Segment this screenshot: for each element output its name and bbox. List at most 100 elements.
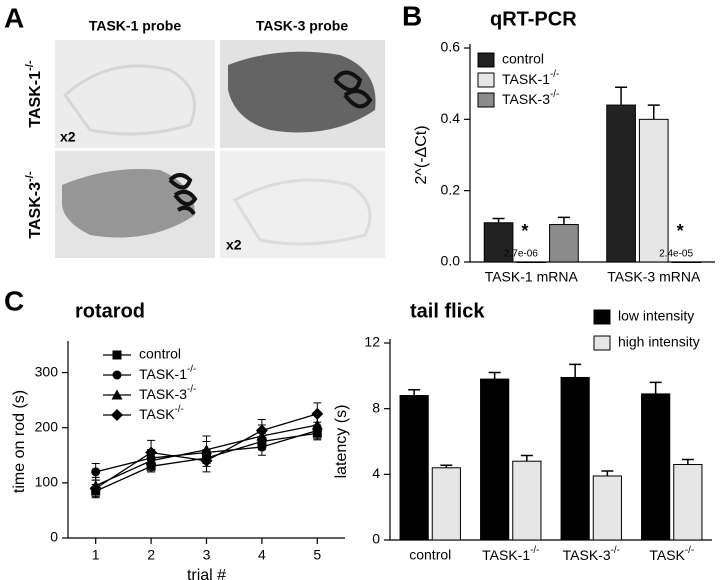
row-label: TASK-3-/-: [24, 171, 44, 238]
panel-label: B: [402, 0, 422, 31]
error-bar: [569, 363, 582, 378]
section-stain: [333, 70, 373, 109]
error-bar: [649, 381, 662, 394]
x-tick-label: 1: [92, 547, 100, 563]
panel-label: A: [4, 2, 24, 33]
legend-label: TASK-1-/-: [139, 364, 196, 382]
marker: [91, 467, 101, 477]
y-tick-label: 200: [35, 418, 59, 434]
legend-swatch: [477, 72, 495, 88]
section-outline: [232, 178, 372, 246]
legend-label: TASK-1-/-: [502, 69, 559, 87]
x-tick-label: 4: [258, 547, 266, 563]
x-tick-label: 5: [313, 547, 321, 563]
bar: [673, 463, 703, 541]
y-tick-label: 300: [35, 363, 59, 379]
column-header: TASK-1 probe: [89, 18, 182, 34]
bar: [399, 395, 429, 541]
error-bar: [492, 217, 505, 223]
error-bar: [488, 371, 501, 380]
significance-label: *: [521, 221, 528, 241]
error-bar: [647, 104, 660, 120]
y-tick-label: 0.0: [441, 253, 461, 269]
y-tick-label: 100: [35, 474, 59, 490]
marker: [112, 370, 122, 380]
bar: [516, 261, 547, 263]
legend-label: TASK-3-/-: [139, 384, 196, 402]
section-stain: [61, 169, 195, 238]
marker: [311, 407, 324, 420]
bar: [638, 118, 669, 263]
legend-swatch: [593, 309, 611, 325]
bar: [480, 378, 510, 541]
legend-label: control: [502, 51, 544, 67]
x-tick-label: control: [409, 547, 451, 563]
error-bar: [601, 470, 614, 476]
chart-title: qRT-PCR: [490, 8, 577, 30]
marker: [145, 446, 158, 459]
marker: [111, 389, 123, 400]
error-bar: [681, 458, 694, 465]
y-axis-label: time on rod (s): [11, 390, 28, 493]
marker: [255, 424, 268, 437]
bar: [641, 393, 671, 541]
legend-label: TASK-/-: [139, 404, 184, 422]
section-image: [55, 40, 215, 148]
bar: [549, 224, 579, 263]
marker: [111, 409, 123, 421]
x-tick-label: 3: [203, 547, 211, 563]
bar: [431, 467, 461, 541]
x-tick-label: 2: [147, 547, 155, 563]
y-tick-label: 12: [364, 334, 380, 350]
y-axis-label: latency (s): [333, 405, 350, 479]
legend-label: low intensity: [618, 308, 694, 324]
x-tick-label: TASK-3 mRNA: [607, 269, 701, 285]
bar: [512, 460, 542, 541]
chart-title: rotarod: [75, 300, 145, 322]
section-outline: [62, 64, 196, 136]
y-tick-label: 4: [372, 465, 380, 481]
panel-label: C: [4, 285, 24, 316]
marker: [200, 454, 213, 467]
x-axis-label: trial #: [187, 567, 226, 580]
magnification-label: x2: [60, 129, 76, 145]
error-bar: [408, 389, 421, 396]
magnification-label: x2: [226, 237, 242, 253]
y-tick-label: 0.2: [441, 181, 461, 197]
legend-swatch: [477, 92, 495, 108]
marker: [89, 482, 102, 495]
significance-label: *: [677, 221, 684, 241]
marker: [112, 350, 122, 360]
value-label: 2.7e-06: [504, 249, 538, 260]
error-bar: [520, 454, 533, 462]
row-label: TASK-1-/-: [24, 60, 44, 127]
section-image: [220, 151, 385, 258]
y-tick-label: 0.4: [441, 110, 461, 126]
y-tick-label: 0: [372, 531, 380, 547]
y-axis-label: 2^(-ΔCt): [413, 125, 430, 184]
bar: [483, 222, 514, 263]
section-stain: [228, 51, 376, 133]
y-tick-label: 0: [50, 529, 58, 545]
bar: [560, 376, 590, 541]
x-tick-label: TASK-1-/-: [482, 545, 539, 563]
section-images: [55, 40, 385, 258]
bar: [606, 104, 636, 263]
section-stain: [168, 173, 198, 216]
legend-swatch: [593, 335, 611, 351]
legend-label: high intensity: [618, 334, 700, 350]
y-tick-label: 8: [372, 399, 380, 415]
legend-swatch: [477, 52, 495, 68]
x-tick-label: TASK-1 mRNA: [485, 269, 579, 285]
value-label: 2.4e-05: [659, 249, 693, 260]
error-bar: [440, 464, 453, 468]
y-tick-label: 0.6: [441, 39, 461, 55]
legend-label: TASK-3-/-: [502, 89, 559, 107]
x-tick-label: TASK-/-: [649, 545, 694, 563]
error-bar: [615, 86, 628, 106]
column-header: TASK-3 probe: [256, 18, 349, 34]
bar: [592, 475, 622, 541]
x-tick-label: TASK-3-/-: [563, 545, 620, 563]
